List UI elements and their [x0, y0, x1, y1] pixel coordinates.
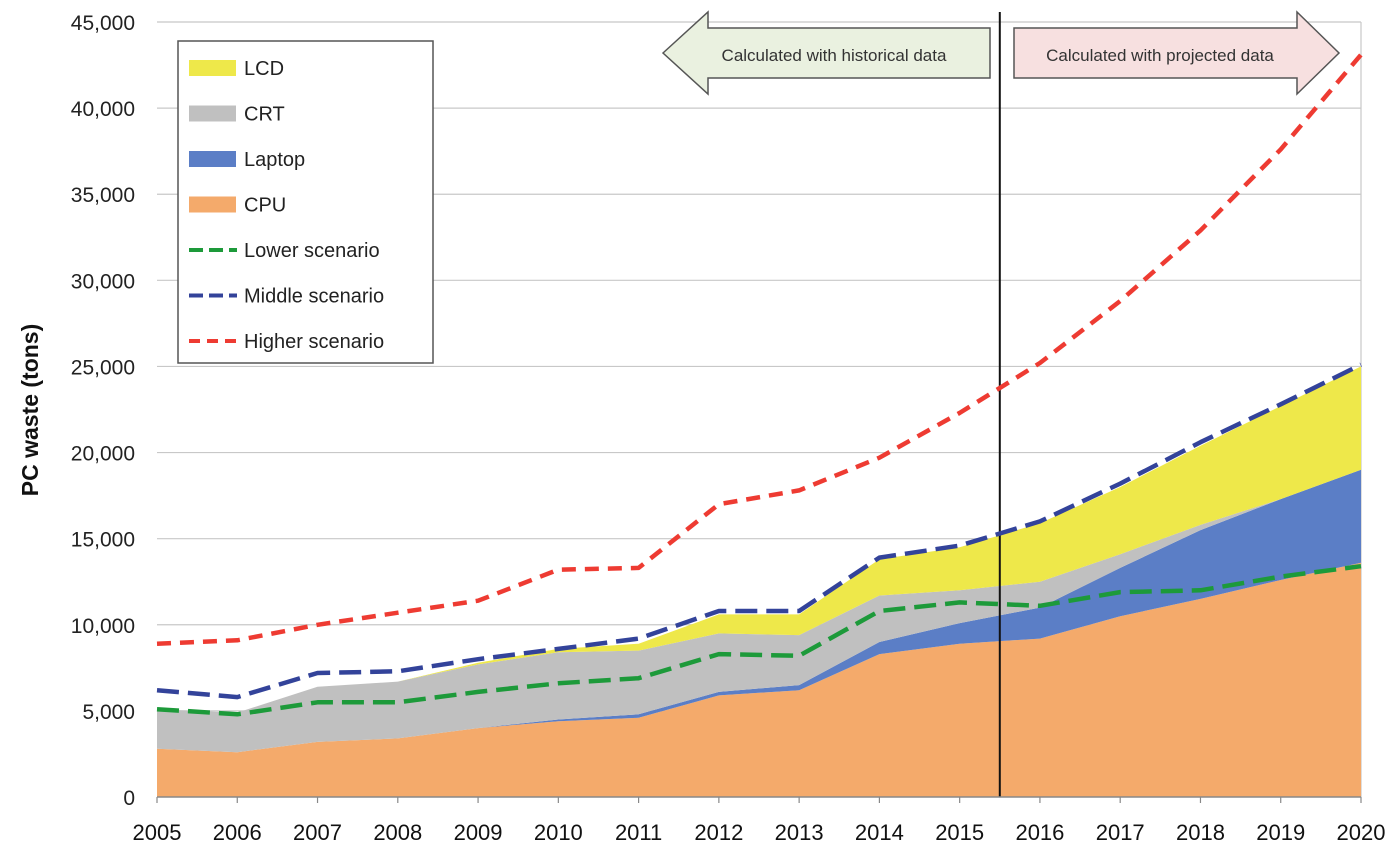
legend-label-laptop: Laptop	[244, 149, 305, 171]
line-middle-scenario	[156, 362, 1362, 700]
projected-data-label: Calculated with projected data	[1046, 46, 1274, 65]
x-tick-label: 2007	[293, 820, 342, 845]
scenario-lines	[156, 53, 1363, 717]
x-tick-label: 2009	[454, 820, 503, 845]
legend-label-crt: CRT	[244, 104, 285, 126]
y-tick-label: 0	[123, 787, 135, 810]
x-tick-label: 2012	[694, 820, 743, 845]
stacked-areas	[157, 366, 1361, 797]
x-tick-label: 2018	[1176, 820, 1225, 845]
x-tick-label: 2006	[213, 820, 262, 845]
area-crt	[157, 469, 1361, 753]
x-tick-label: 2019	[1256, 820, 1305, 845]
y-tick-label: 30,000	[71, 270, 135, 293]
legend-label-higher-scenario: Higher scenario	[244, 331, 384, 353]
line-higher-scenario	[156, 53, 1363, 646]
area-cpu	[157, 562, 1361, 797]
legend-swatch-laptop	[189, 151, 236, 167]
x-tick-label: 2008	[373, 820, 422, 845]
historical-data-arrow	[661, 10, 991, 96]
x-tick-label: 2011	[615, 820, 662, 845]
legend: LCD CRT Laptop CPU Lower scenario Middle scen…	[177, 40, 434, 364]
legend-swatch-cpu	[189, 196, 236, 213]
line-lower-scenario	[156, 563, 1362, 717]
y-tick-label: 35,000	[71, 184, 135, 207]
y-tick-label: 40,000	[71, 98, 135, 121]
legend-swatch-crt	[189, 105, 236, 122]
x-tick-label: 2017	[1096, 820, 1145, 845]
y-tick-label: 15,000	[71, 529, 135, 552]
y-tick-label: 5,000	[82, 701, 135, 724]
axes: 0 5,000 10,000 15,000 20,000 25,000 30,000 35,0…	[71, 12, 1386, 845]
x-tick-label: 2014	[855, 820, 904, 845]
area-lcd	[157, 366, 1361, 713]
y-tick-label: 25,000	[71, 356, 135, 379]
legend-label-lcd: LCD	[244, 58, 284, 80]
projected-data-arrow	[1013, 10, 1341, 96]
x-tick-label: 2015	[935, 820, 984, 845]
x-tick-label: 2010	[534, 820, 583, 845]
y-tick-label: 10,000	[71, 615, 135, 638]
historical-data-label: Calculated with historical data	[722, 46, 947, 65]
x-tick-label: 2016	[1015, 820, 1064, 845]
area-laptop	[157, 469, 1361, 753]
legend-swatch-lcd	[189, 60, 236, 76]
x-tick-label: 2020	[1337, 820, 1386, 845]
legend-label-lower-scenario: Lower scenario	[244, 240, 380, 262]
legend-label-cpu: CPU	[244, 195, 286, 217]
annotations: Calculated with historical data Calculate…	[661, 10, 1341, 96]
legend-label-middle-scenario: Middle scenario	[244, 286, 384, 308]
x-tick-label: 2005	[133, 820, 182, 845]
y-tick-label: 45,000	[71, 12, 135, 35]
y-tick-label: 20,000	[71, 443, 135, 466]
x-tick-label: 2013	[775, 820, 824, 845]
y-axis-label: PC waste (tons)	[17, 324, 43, 497]
